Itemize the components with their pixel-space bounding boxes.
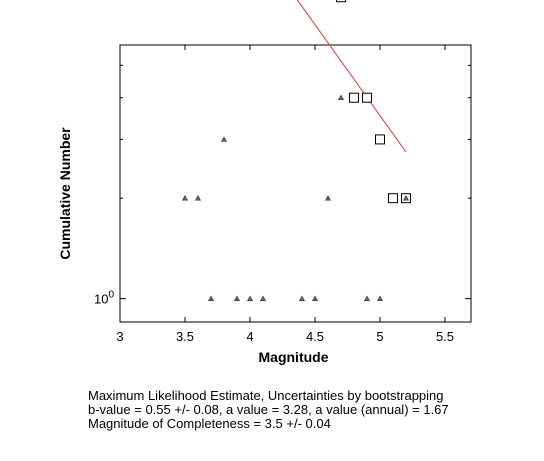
x-tick-label: 5 xyxy=(376,329,383,344)
fit-line xyxy=(296,0,407,153)
y-axis-label: Cumulative Number xyxy=(57,127,73,260)
noncumulative-series xyxy=(181,94,410,301)
fmd-chart: 33.544.555.5100101 Mc Magnitude Cumulati… xyxy=(57,0,472,365)
noncumulative-point xyxy=(207,295,215,301)
noncumulative-point xyxy=(363,295,371,301)
fit-line-group xyxy=(296,0,407,153)
noncumulative-point xyxy=(220,136,228,142)
caption-completeness: Magnitude of Completeness = 3.5 +/- 0.04 xyxy=(88,416,331,431)
noncumulative-point xyxy=(233,295,241,301)
caption-b-value: b-value = 0.55 +/- 0.08, a value = 3.28,… xyxy=(88,402,449,417)
cumulative-point xyxy=(375,134,385,145)
noncumulative-point xyxy=(194,195,202,201)
results-caption: Maximum Likelihood Estimate, Uncertainti… xyxy=(88,389,544,431)
noncumulative-point xyxy=(324,195,332,201)
cumulative-point xyxy=(388,193,398,204)
x-tick-label: 4.5 xyxy=(306,329,324,344)
cumulative-point xyxy=(349,92,359,103)
axis-ticks: 33.544.555.5100101 xyxy=(94,45,471,344)
caption-method: Maximum Likelihood Estimate, Uncertainti… xyxy=(88,388,444,403)
noncumulative-point xyxy=(181,195,189,201)
plot-frame xyxy=(119,44,472,323)
x-axis-label: Magnitude xyxy=(259,349,329,365)
noncumulative-point xyxy=(246,295,254,301)
cumulative-point xyxy=(336,0,346,3)
noncumulative-point xyxy=(259,295,267,301)
cumulative-series xyxy=(336,0,411,204)
x-tick-label: 3 xyxy=(116,329,123,344)
x-tick-label: 5.5 xyxy=(436,329,454,344)
noncumulative-point xyxy=(298,295,306,301)
noncumulative-point xyxy=(311,295,319,301)
y-tick-label: 100 xyxy=(94,290,114,307)
x-tick-label: 4 xyxy=(246,329,253,344)
cumulative-point xyxy=(362,92,372,103)
x-tick-label: 3.5 xyxy=(176,329,194,344)
noncumulative-point xyxy=(337,94,345,101)
noncumulative-point xyxy=(376,295,384,301)
noncumulative-point xyxy=(402,195,410,201)
